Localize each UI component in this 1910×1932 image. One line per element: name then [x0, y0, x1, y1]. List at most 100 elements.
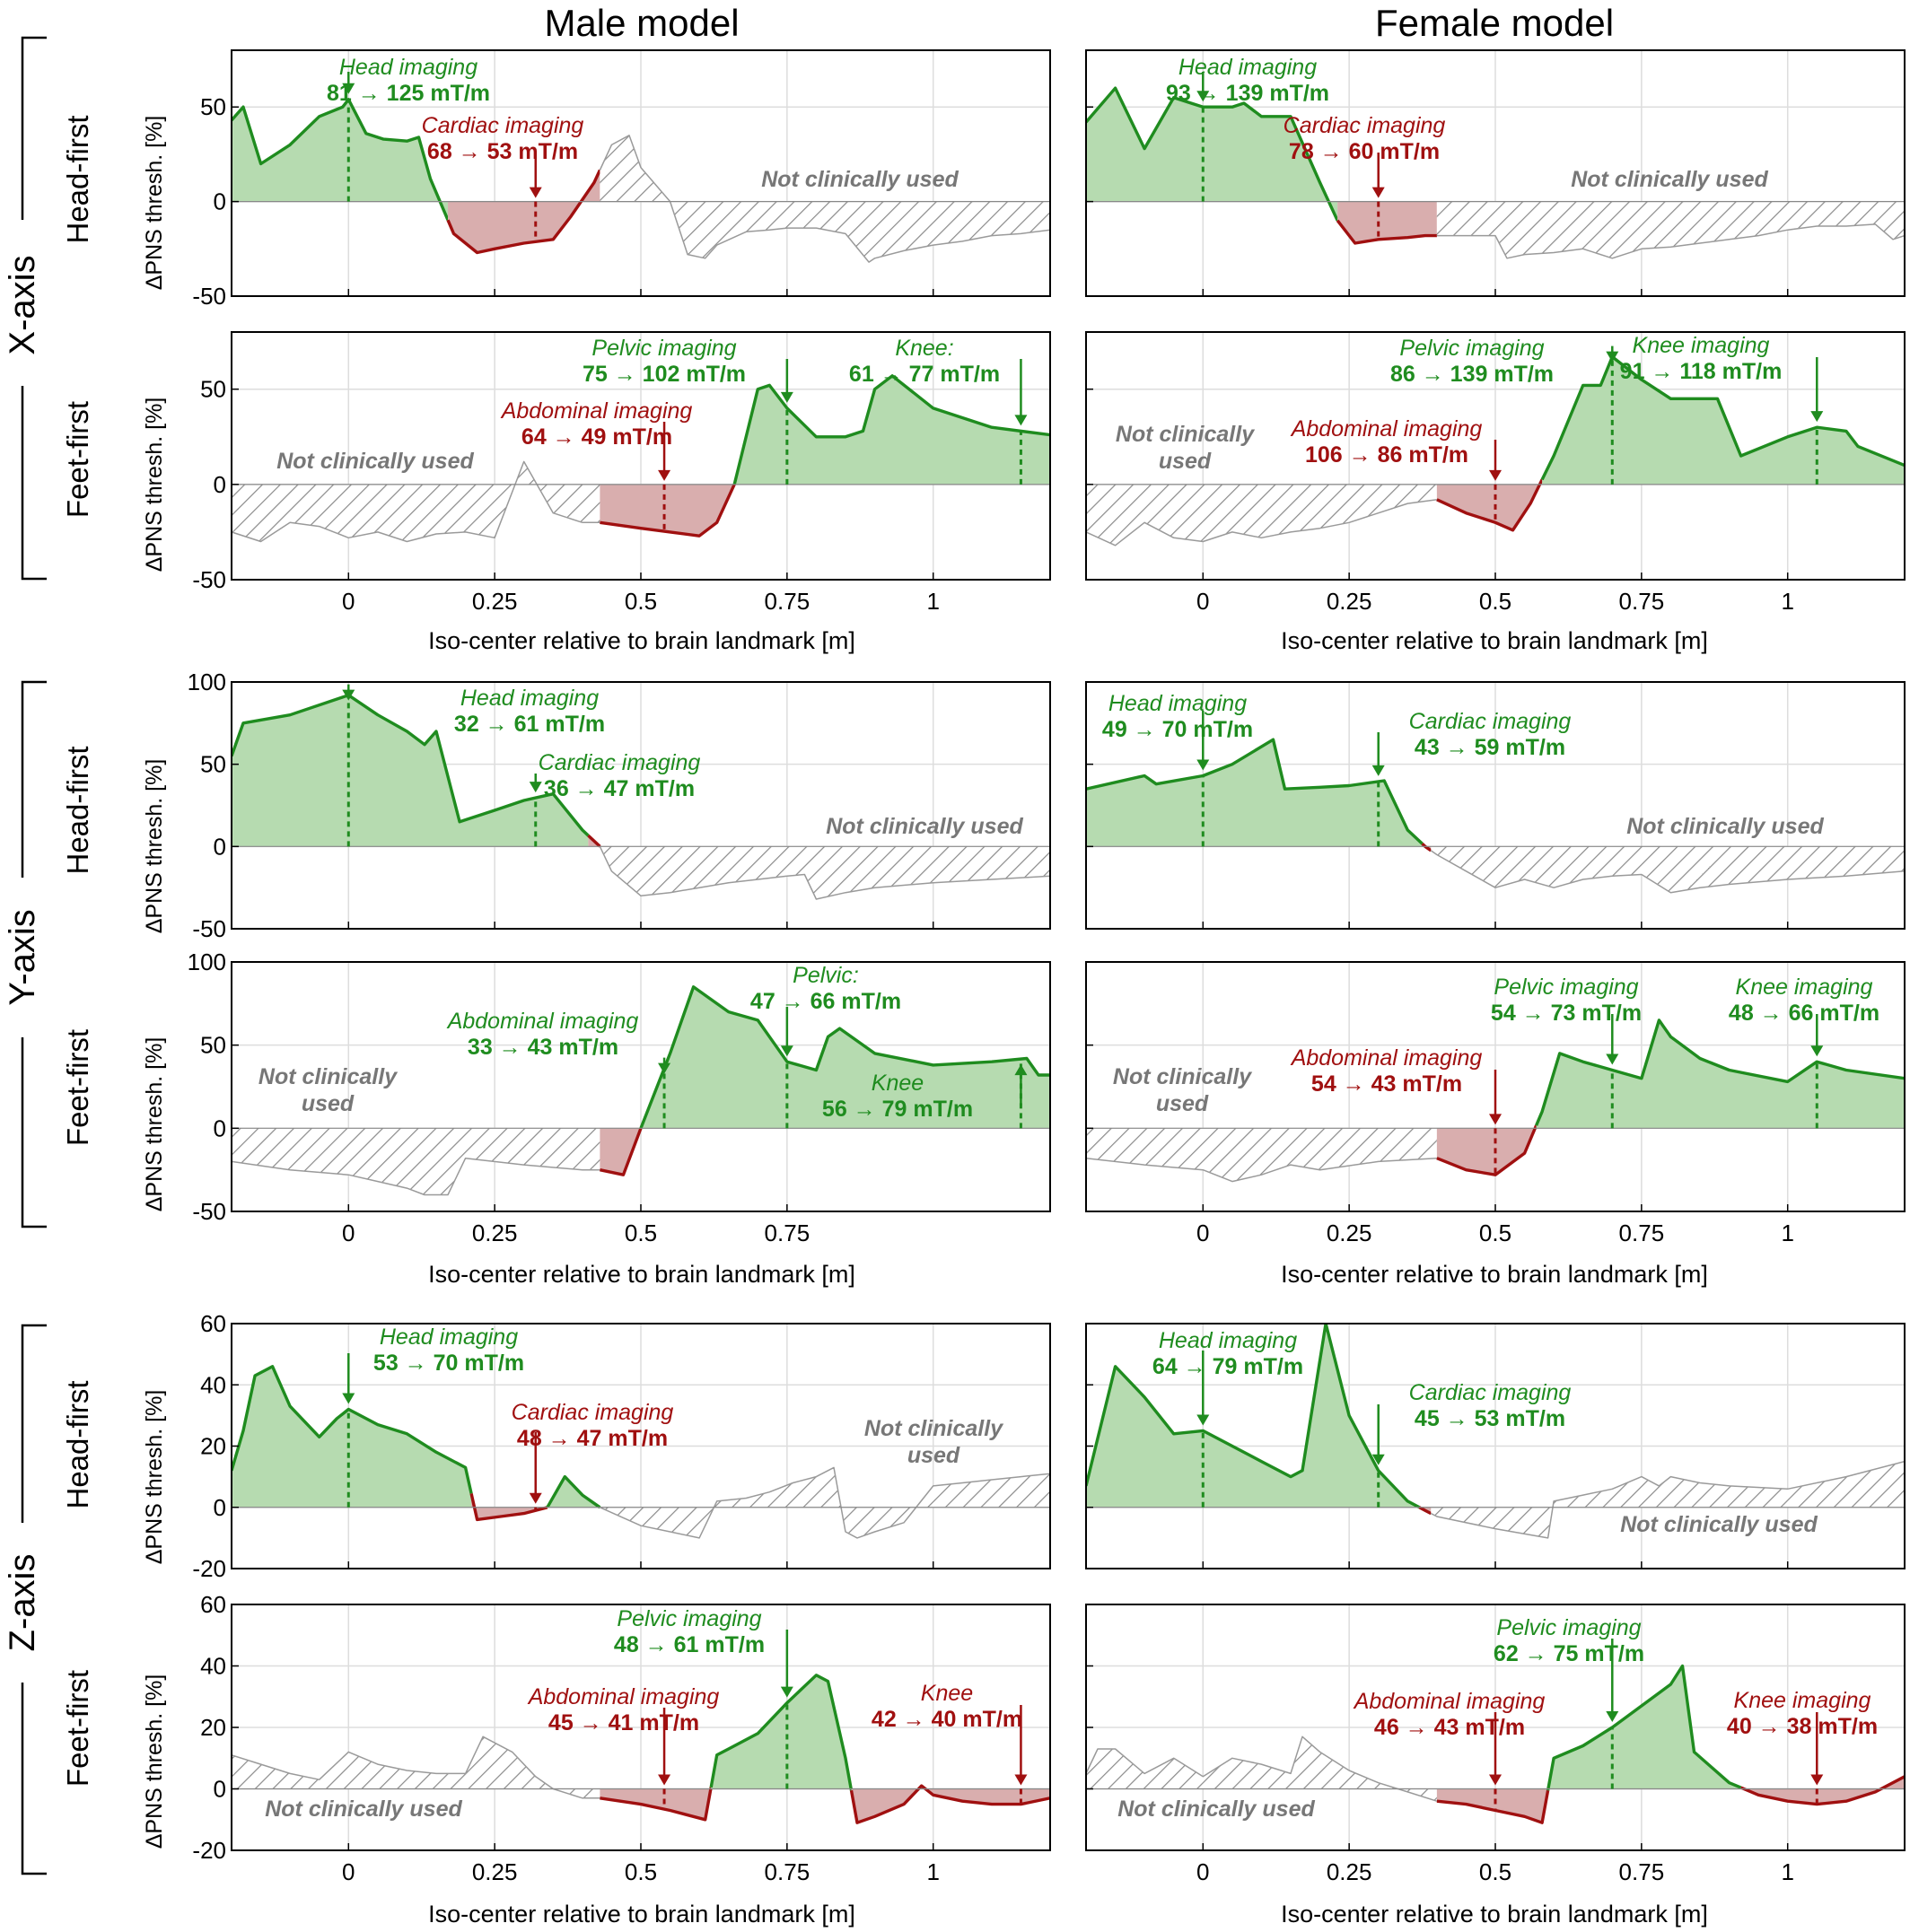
annotation-name: Abdominal imaging [500, 398, 693, 424]
ylabel-y-feet-first: ΔPNS thresh. [%] [142, 1037, 167, 1212]
row-label-y-head-first: Head-first [61, 746, 94, 874]
annotation-name: Pelvic: [793, 963, 859, 988]
x-tick-label: 0 [1196, 1858, 1209, 1885]
xlabel-y-female: Iso-center relative to brain landmark [m… [1281, 1261, 1708, 1288]
annotation-name: Abdominal imaging [1353, 1689, 1546, 1714]
annotation-name: Head imaging [1108, 691, 1247, 716]
unused-region-fill [1086, 1736, 1437, 1802]
x-tick-label: 0.5 [1479, 588, 1511, 615]
annotation-arrowhead [529, 782, 542, 793]
annotation-arrowhead [1196, 91, 1210, 102]
annotation-value: 36 → 47 mT/m [544, 776, 695, 801]
y-tick-label: 0 [214, 1115, 226, 1141]
improved-region-fill [734, 375, 1050, 485]
worse-region-line [587, 834, 601, 848]
plot-area [232, 1365, 1050, 1539]
worse-region-fill [448, 170, 600, 253]
annotation-arrowhead [1606, 1711, 1619, 1722]
annotation-value: 45 → 41 mT/m [548, 1710, 699, 1735]
x-tick-label: 0.25 [1327, 588, 1372, 615]
improved-region-fill [232, 99, 449, 221]
improved-region-fill [641, 986, 1050, 1129]
annotation-arrowhead [1810, 411, 1824, 423]
unused-region-fill [232, 1736, 600, 1798]
x-tick-label: 1 [926, 588, 939, 615]
annotation-value: 42 → 40 mT/m [872, 1707, 1022, 1732]
column-title-female: Female model [1375, 2, 1614, 44]
annotation-name: Knee imaging [1734, 1688, 1871, 1713]
x-tick-label: 0.25 [472, 1220, 518, 1246]
improved-region-fill [1536, 1019, 1905, 1129]
annotation-value: 47 → 66 mT/m [750, 989, 901, 1014]
plot-area [232, 985, 1050, 1196]
annotation-arrowhead [1014, 1064, 1028, 1076]
worse-region-line [1418, 1506, 1432, 1516]
xlabel-x-male: Iso-center relative to brain landmark [m… [428, 627, 855, 654]
annotation-arrowhead [1606, 351, 1619, 363]
annotation-value: 54 → 43 mT/m [1311, 1071, 1462, 1097]
xlabel-z-male: Iso-center relative to brain landmark [m… [428, 1901, 855, 1928]
improved-region-line [1086, 86, 1339, 222]
y-tick-label: 60 [200, 1310, 226, 1337]
x-tick-label: 0.25 [1327, 1858, 1372, 1885]
plot-area [232, 1674, 1050, 1824]
axis-group-label-y: Y-axis [3, 909, 42, 1005]
y-tick-label: 50 [200, 751, 226, 778]
annotation-arrowhead [529, 1492, 542, 1504]
y-tick-label: -50 [192, 283, 226, 310]
annotation-name: Pelvic imaging [1399, 336, 1544, 361]
x-tick-label: 0 [342, 588, 355, 615]
plot-area [232, 98, 1050, 263]
annotation-value: 46 → 43 mT/m [1374, 1715, 1525, 1740]
unused-region-fill [1431, 846, 1905, 893]
unused-region-line [599, 845, 1050, 900]
annotation-name: Knee imaging [1736, 975, 1873, 1000]
unused-region-line [1086, 1735, 1438, 1802]
annotation-name: Pelvic imaging [1494, 975, 1638, 1000]
x-tick-label: 0.75 [1619, 1220, 1665, 1246]
worse-region-line [469, 1493, 548, 1522]
ylabel-z-feet-first: ΔPNS thresh. [%] [142, 1674, 167, 1849]
unused-region-fill [1086, 1128, 1437, 1182]
unused-region-line [1086, 499, 1437, 546]
annotation-value: 62 → 75 mT/m [1494, 1641, 1644, 1666]
not-clinically-used-label: Not clinically used [1113, 1064, 1252, 1116]
annotation-value: 49 → 70 mT/m [1102, 717, 1253, 742]
unused-region-line [232, 460, 600, 543]
x-tick-label: 0.5 [1479, 1220, 1511, 1246]
x-tick-label: 0.5 [625, 1858, 657, 1885]
unused-region-fill [232, 1128, 600, 1195]
not-clinically-used-label: Not clinically used [276, 449, 474, 474]
plot-area [1086, 1018, 1905, 1183]
annotation-name: Pelvic imaging [617, 1606, 761, 1631]
not-clinically-used-label: Not clinically used [1626, 814, 1824, 839]
x-tick-label: 1 [1781, 1220, 1793, 1246]
unused-region-line [599, 135, 1050, 263]
worse-region-line [1436, 1789, 1550, 1824]
annotation-arrowhead [780, 391, 793, 403]
y-axis-group-bracket: Y-axis [3, 680, 47, 1228]
y-tick-label: 0 [214, 833, 226, 860]
annotation-arrowhead [1810, 1045, 1824, 1057]
unused-region-fill [1436, 201, 1905, 258]
y-tick-label: 50 [200, 93, 226, 120]
annotation-name: Cardiac imaging [1409, 1380, 1572, 1405]
improved-region-fill [1542, 356, 1905, 485]
y-tick-label: 50 [200, 1032, 226, 1059]
improved-region-line [639, 985, 1050, 1129]
y-tick-label: 40 [200, 1653, 226, 1680]
improved-region-fill [1547, 1665, 1741, 1791]
annotation-value: 68 → 53 mT/m [427, 139, 578, 164]
annotation-value: 106 → 86 mT/m [1305, 442, 1468, 468]
annotation-arrowhead [342, 689, 355, 701]
annotation-name: Abdominal imaging [527, 1684, 720, 1709]
annotation-value: 43 → 59 mT/m [1415, 735, 1565, 760]
worse-region-line [1436, 1124, 1538, 1176]
annotation-name: Cardiac imaging [1409, 709, 1572, 734]
not-clinically-used-label: Not clinically used [1116, 422, 1255, 474]
unused-region-fill [600, 846, 1050, 899]
worse-region-line [600, 484, 736, 538]
y-tick-label: -50 [192, 1198, 226, 1225]
y-tick-label: 0 [214, 1776, 226, 1803]
